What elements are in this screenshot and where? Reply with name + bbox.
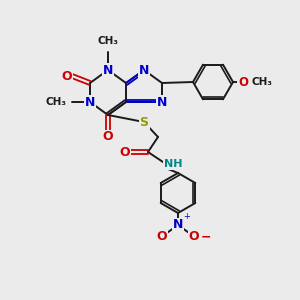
Text: N: N (173, 218, 183, 232)
Text: N: N (103, 64, 113, 76)
Text: O: O (103, 130, 113, 143)
Text: N: N (139, 64, 149, 76)
Text: N: N (85, 95, 95, 109)
Text: CH₃: CH₃ (98, 36, 118, 46)
Text: O: O (189, 230, 199, 244)
Text: NH: NH (164, 159, 182, 169)
Text: O: O (62, 70, 72, 83)
Text: −: − (201, 230, 211, 244)
Text: O: O (238, 76, 248, 88)
Text: N: N (157, 95, 167, 109)
Text: CH₃: CH₃ (251, 77, 272, 87)
Text: O: O (157, 230, 167, 244)
Text: O: O (120, 146, 130, 158)
Text: S: S (140, 116, 148, 128)
Text: +: + (183, 212, 190, 221)
Text: CH₃: CH₃ (46, 97, 67, 107)
